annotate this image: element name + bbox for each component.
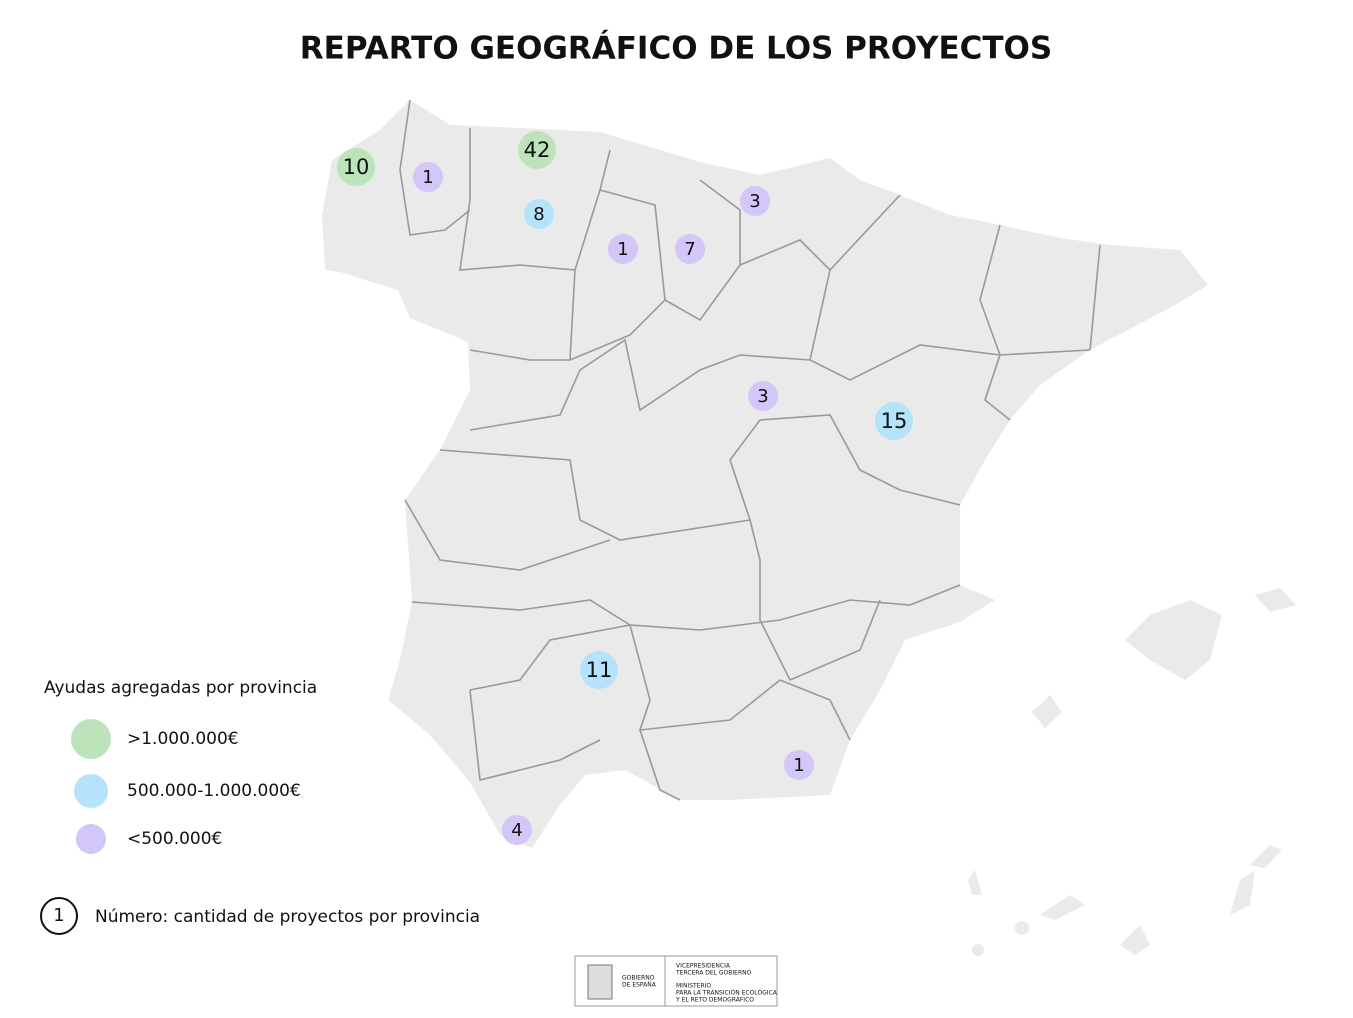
note-symbol-circle	[40, 897, 78, 935]
legend-title: Ayudas agregadas por provincia	[44, 678, 317, 698]
canary-1	[1230, 870, 1255, 915]
marker-count: 8	[533, 204, 544, 225]
legend-swatch	[74, 774, 108, 808]
logo-text: PARA LA TRANSICIÓN ECOLÓGICA	[676, 990, 778, 997]
marker-count: 11	[586, 658, 613, 682]
legend-swatch	[76, 824, 106, 854]
mallorca	[1125, 600, 1222, 680]
canary-7	[972, 944, 984, 956]
marker-count: 4	[511, 820, 522, 841]
marker-count: 3	[757, 386, 768, 407]
menorca	[1255, 588, 1296, 612]
marker-count: 1	[617, 239, 628, 260]
marker-count: 3	[749, 191, 760, 212]
note-symbol: 1	[53, 905, 64, 926]
marker-count: 15	[881, 409, 908, 433]
canary-4	[1040, 895, 1085, 920]
logo-text: DE ESPAÑA	[622, 982, 657, 989]
map	[322, 100, 1296, 956]
logo-text: GOBIERNO	[622, 975, 655, 982]
logo-text: MINISTERIO	[676, 983, 711, 990]
legend-label: <500.000€	[127, 829, 222, 849]
canary-5	[1015, 921, 1029, 935]
marker-count: 1	[793, 755, 804, 776]
marker	[875, 402, 913, 440]
marker	[580, 651, 618, 689]
marker	[502, 815, 532, 845]
canary-6	[968, 870, 982, 895]
coat-of-arms	[587, 964, 613, 1000]
marker	[413, 162, 443, 192]
marker	[518, 131, 556, 169]
marker	[337, 148, 375, 186]
legend: >1.000.000€ 500.000-1.000.000€ <500.000€	[71, 719, 301, 854]
marker-count: 7	[684, 239, 695, 260]
marker	[675, 234, 705, 264]
marker	[740, 186, 770, 216]
marker	[784, 750, 814, 780]
note-text: Número: cantidad de proyectos por provin…	[95, 907, 480, 927]
legend-swatch	[71, 719, 111, 759]
logo-text: TERCERA DEL GOBIERNO	[675, 970, 752, 977]
marker	[524, 199, 554, 229]
marker	[608, 234, 638, 264]
legend-label: 500.000-1.000.000€	[127, 781, 301, 801]
canary-2	[1250, 845, 1282, 868]
marker-count: 10	[343, 155, 370, 179]
logo-text: Y EL RETO DEMOGRÁFICO	[675, 997, 754, 1004]
canary-3	[1120, 925, 1150, 955]
ibiza	[1032, 695, 1062, 728]
marker-count: 42	[524, 138, 551, 162]
province-borders	[399, 99, 1101, 801]
peninsula	[322, 100, 1208, 848]
title: REPARTO GEOGRÁFICO DE LOS PROYECTOS	[300, 31, 1052, 67]
marker-count: 1	[422, 167, 433, 188]
logo-text: VICEPRESIDENCIA	[676, 963, 731, 970]
marker	[748, 381, 778, 411]
legend-label: >1.000.000€	[127, 729, 239, 749]
